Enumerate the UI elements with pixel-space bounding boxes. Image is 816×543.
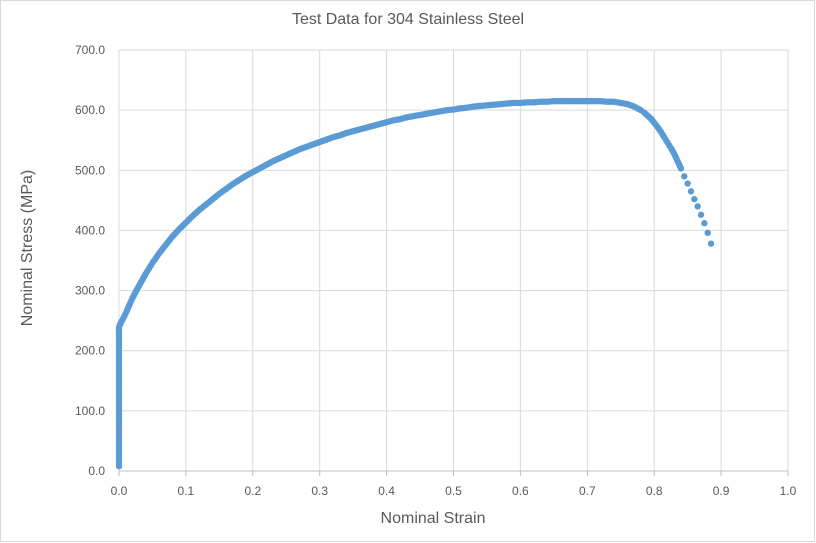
x-tick-label: 0.7 xyxy=(579,484,596,498)
data-point xyxy=(697,211,705,218)
y-tick-label: 500.0 xyxy=(75,163,105,177)
data-point xyxy=(687,188,695,195)
chart-title: Test Data for 304 Stainless Steel xyxy=(291,11,525,28)
x-tick-label: 0.1 xyxy=(178,484,195,498)
x-tick-label: 0.0 xyxy=(111,484,128,498)
x-axis-title: Nominal Strain xyxy=(380,510,486,527)
y-tick-label: 600.0 xyxy=(75,103,105,117)
x-tick-label: 0.8 xyxy=(646,484,663,498)
data-point xyxy=(704,229,711,237)
data-point xyxy=(681,173,688,180)
y-tick-label: 0.0 xyxy=(88,464,105,478)
data-point xyxy=(694,203,701,210)
x-tick-label: 0.9 xyxy=(713,484,730,498)
y-tick-label: 300.0 xyxy=(75,284,105,298)
y-tick-label: 400.0 xyxy=(75,223,105,237)
y-tick-label: 200.0 xyxy=(75,344,105,358)
y-tick-label: 700.0 xyxy=(75,43,105,57)
x-tick-label: 1.0 xyxy=(780,484,797,498)
x-tick-label: 0.3 xyxy=(311,484,328,498)
x-tick-label: 0.6 xyxy=(512,484,529,498)
data-point xyxy=(691,195,698,203)
data-point xyxy=(701,220,708,227)
x-tick-label: 0.5 xyxy=(445,484,462,498)
y-tick-label: 100.0 xyxy=(75,404,105,418)
x-tick-label: 0.4 xyxy=(378,484,395,498)
data-point xyxy=(677,165,685,172)
data-point xyxy=(707,240,715,247)
x-tick-label: 0.2 xyxy=(244,484,261,498)
data-point xyxy=(684,180,691,187)
